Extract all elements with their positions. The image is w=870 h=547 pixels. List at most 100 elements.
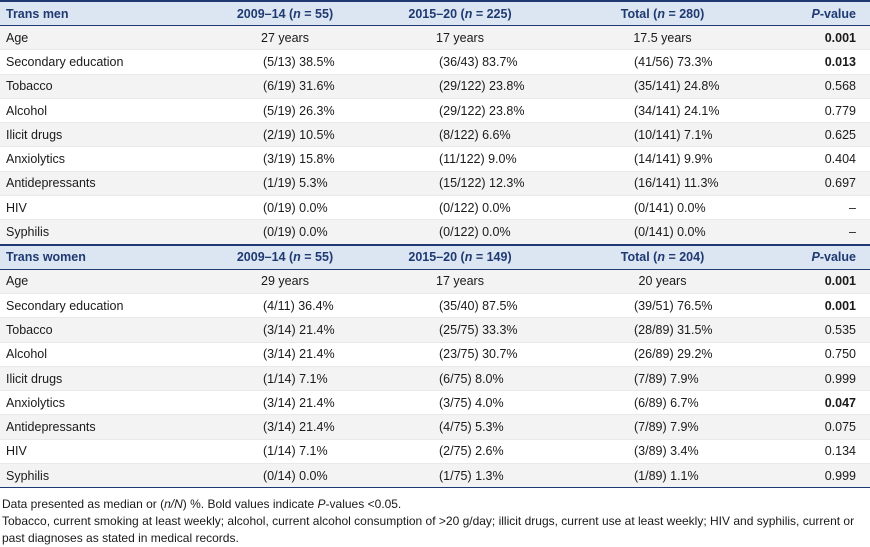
table-row: Anxiolytics (3/14) 21.4% (3/75) 4.0% (6/89)… <box>0 390 870 416</box>
value-total: 20 years <box>555 269 770 294</box>
table-row: Syphilis (0/14) 0.0% (1/75) 1.3% (1/89) 1.1… <box>0 463 870 489</box>
table-row: Ilicit drugs (1/14) 7.1% (6/75) 8.0% (7/89)… <box>0 366 870 392</box>
value-total: (7/89) 7.9% <box>555 414 770 440</box>
value-2015-20: (0/122) 0.0% <box>365 219 555 246</box>
row-label: HIV <box>0 439 205 465</box>
row-label: Alcohol <box>0 342 205 367</box>
p-value: 0.697 <box>770 171 870 197</box>
value-2015-20: (8/122) 6.6% <box>365 122 555 148</box>
value-total: (41/56) 73.3% <box>555 49 770 75</box>
table-row: Alcohol (3/14) 21.4% (23/75) 30.7% (26/89) … <box>0 342 870 367</box>
value-total: 17.5 years <box>555 25 770 51</box>
table-row: Age 29 years 17 years 20 years 0.001 <box>0 269 870 294</box>
value-total: (35/141) 24.8% <box>555 74 770 99</box>
footnote-2: Tobacco, current smoking at least weekly… <box>2 514 855 546</box>
table-row: Secondary education (4/11) 36.4% (35/40) 8… <box>0 293 870 319</box>
value-total: (16/141) 11.3% <box>555 171 770 197</box>
col-2015-20-header: 2015–20 (n = 225) <box>365 0 555 26</box>
value-2015-20: (6/75) 8.0% <box>365 366 555 392</box>
p-value: 0.134 <box>770 439 870 465</box>
p-value: 0.625 <box>770 122 870 148</box>
row-label: Secondary education <box>0 49 205 75</box>
row-label: Age <box>0 25 205 51</box>
value-2015-20: 17 years <box>365 269 555 294</box>
p-value: 0.001 <box>770 293 870 319</box>
p-value: – <box>770 219 870 246</box>
group-title: Trans women <box>0 243 205 270</box>
results-table: Trans men 2009–14 (n = 55) 2015–20 (n = … <box>0 0 870 489</box>
value-2009-14: (3/14) 21.4% <box>205 342 365 367</box>
row-label: Antidepressants <box>0 171 205 197</box>
p-value: – <box>770 195 870 221</box>
value-total: (3/89) 3.4% <box>555 439 770 465</box>
value-total: (34/141) 24.1% <box>555 98 770 124</box>
value-2015-20: (11/122) 9.0% <box>365 146 555 172</box>
p-value: 0.999 <box>770 463 870 489</box>
value-total: (10/141) 7.1% <box>555 122 770 148</box>
value-2009-14: (3/19) 15.8% <box>205 146 365 172</box>
trans-men-header-row: Trans men 2009–14 (n = 55) 2015–20 (n = … <box>0 0 870 26</box>
table-row: Antidepressants (1/19) 5.3% (15/122) 12.3%… <box>0 171 870 197</box>
table-row: HIV (0/19) 0.0% (0/122) 0.0% (0/141) 0.0% – <box>0 195 870 221</box>
table-row: HIV (1/14) 7.1% (2/75) 2.6% (3/89) 3.4% 0.13… <box>0 439 870 465</box>
value-2009-14: (1/14) 7.1% <box>205 366 365 392</box>
value-2015-20: 17 years <box>365 25 555 51</box>
table-row: Secondary education (5/13) 38.5% (36/43) 8… <box>0 49 870 75</box>
value-total: (26/89) 29.2% <box>555 342 770 367</box>
value-2009-14: (1/19) 5.3% <box>205 171 365 197</box>
row-label: Tobacco <box>0 317 205 343</box>
row-label: HIV <box>0 195 205 221</box>
value-total: (6/89) 6.7% <box>555 390 770 416</box>
value-total: (7/89) 7.9% <box>555 366 770 392</box>
value-2015-20: (1/75) 1.3% <box>365 463 555 489</box>
value-2015-20: (23/75) 30.7% <box>365 342 555 367</box>
value-2009-14: 27 years <box>205 25 365 51</box>
table-row: Tobacco (3/14) 21.4% (25/75) 33.3% (28/89) … <box>0 317 870 343</box>
value-2015-20: (36/43) 83.7% <box>365 49 555 75</box>
value-2015-20: (2/75) 2.6% <box>365 439 555 465</box>
table-row: Age 27 years 17 years 17.5 years 0.001 <box>0 25 870 51</box>
trans-men-section: Trans men 2009–14 (n = 55) 2015–20 (n = … <box>0 0 870 246</box>
group-title: Trans men <box>0 0 205 26</box>
table-row: Anxiolytics (3/19) 15.8% (11/122) 9.0% (14/… <box>0 146 870 172</box>
value-2009-14: (3/14) 21.4% <box>205 414 365 440</box>
row-label: Tobacco <box>0 74 205 99</box>
value-2015-20: (0/122) 0.0% <box>365 195 555 221</box>
col-2009-14-header: 2009–14 (n = 55) <box>205 243 365 270</box>
p-value: 0.047 <box>770 390 870 416</box>
footnote-1: Data presented as median or (n/N) %. Bol… <box>2 497 402 512</box>
col-total-header: Total (n = 204) <box>555 243 770 270</box>
row-label: Syphilis <box>0 219 205 246</box>
value-2009-14: 29 years <box>205 269 365 294</box>
value-total: (1/89) 1.1% <box>555 463 770 489</box>
value-2009-14: (3/14) 21.4% <box>205 390 365 416</box>
value-2015-20: (25/75) 33.3% <box>365 317 555 343</box>
col-2009-14-header: 2009–14 (n = 55) <box>205 0 365 26</box>
trans-women-section: Trans women 2009–14 (n = 55) 2015–20 (n … <box>0 243 870 489</box>
p-value: 0.001 <box>770 25 870 51</box>
value-2009-14: (0/14) 0.0% <box>205 463 365 489</box>
value-2015-20: (15/122) 12.3% <box>365 171 555 197</box>
table-row: Ilicit drugs (2/19) 10.5% (8/122) 6.6% (10/… <box>0 122 870 148</box>
table-row: Alcohol (5/19) 26.3% (29/122) 23.8% (34/141… <box>0 98 870 124</box>
p-value: 0.750 <box>770 342 870 367</box>
table-row: Antidepressants (3/14) 21.4% (4/75) 5.3% (7… <box>0 414 870 440</box>
value-2009-14: (1/14) 7.1% <box>205 439 365 465</box>
row-label: Age <box>0 269 205 294</box>
col-2015-20-header: 2015–20 (n = 149) <box>365 243 555 270</box>
value-2009-14: (0/19) 0.0% <box>205 195 365 221</box>
value-total: (14/141) 9.9% <box>555 146 770 172</box>
row-label: Ilicit drugs <box>0 122 205 148</box>
row-label: Syphilis <box>0 463 205 489</box>
table-row: Tobacco (6/19) 31.6% (29/122) 23.8% (35/141… <box>0 74 870 99</box>
p-value: 0.001 <box>770 269 870 294</box>
value-2009-14: (6/19) 31.6% <box>205 74 365 99</box>
value-2009-14: (5/13) 38.5% <box>205 49 365 75</box>
value-total: (0/141) 0.0% <box>555 219 770 246</box>
col-total-header: Total (n = 280) <box>555 0 770 26</box>
table-row: Syphilis (0/19) 0.0% (0/122) 0.0% (0/141) 0… <box>0 219 870 246</box>
p-value: 0.013 <box>770 49 870 75</box>
p-value: 0.999 <box>770 366 870 392</box>
value-2015-20: (3/75) 4.0% <box>365 390 555 416</box>
row-label: Ilicit drugs <box>0 366 205 392</box>
